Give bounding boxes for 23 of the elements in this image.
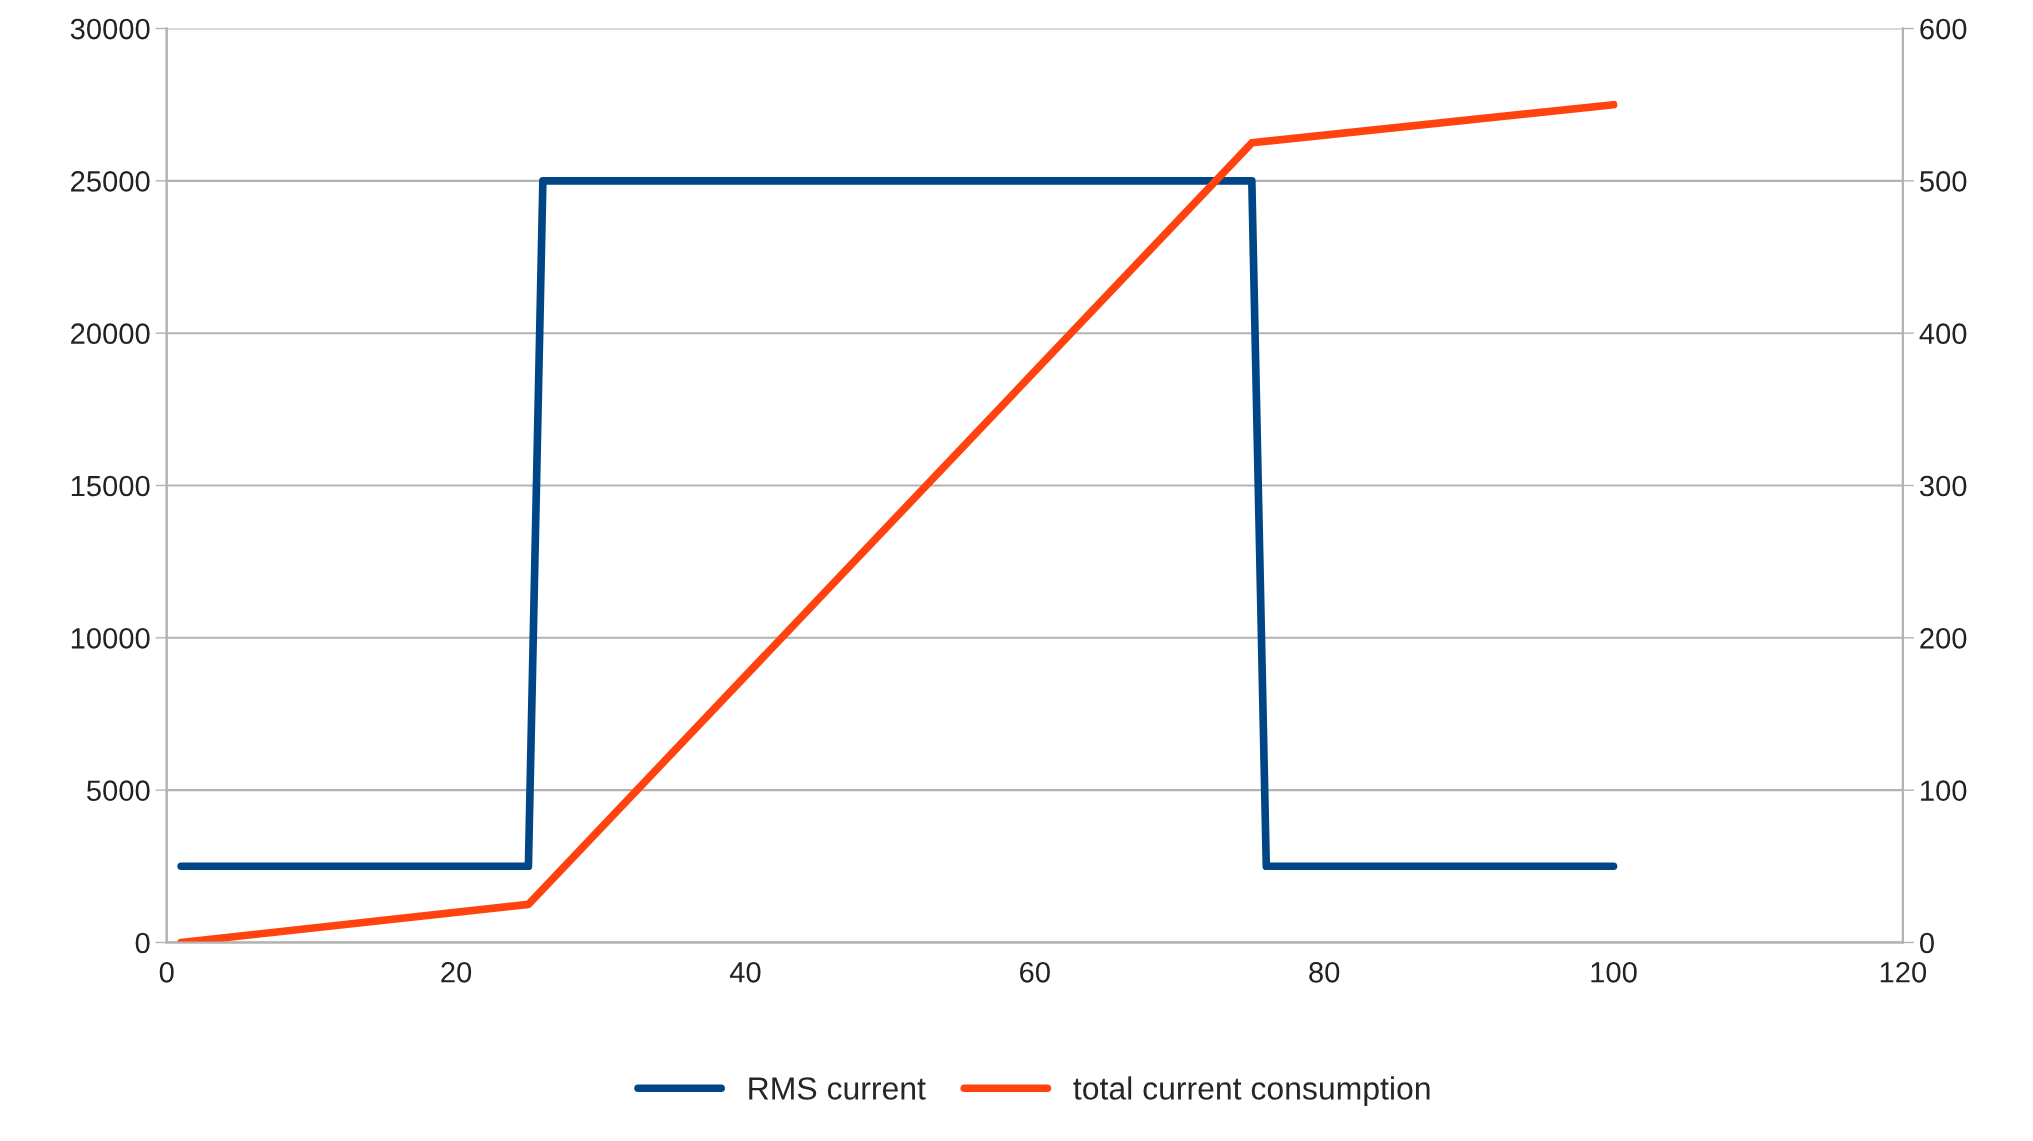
x-tick-label: 120 xyxy=(1880,961,1927,983)
x-tick-label: 60 xyxy=(1020,961,1050,983)
y2-tick-label: 200 xyxy=(1920,628,1967,649)
y2-tick-label: 0 xyxy=(1920,932,1934,954)
x-tick-label: 40 xyxy=(729,961,761,983)
y-tick-label: 20000 xyxy=(71,323,150,345)
y-tick-label: 0 xyxy=(135,932,150,954)
y-tick-label: 5000 xyxy=(87,780,150,801)
y2-tick-label: 400 xyxy=(1919,323,1967,345)
x-tick-label: 20 xyxy=(441,961,472,983)
x-tick-label: 100 xyxy=(1591,961,1637,983)
y-tick-label: 15000 xyxy=(71,475,150,497)
legend-label: RMS current xyxy=(749,1077,926,1100)
y2-tick-label: 300 xyxy=(1919,475,1967,497)
y-tick-label: 25000 xyxy=(71,171,150,192)
y-tick-label: 30000 xyxy=(70,18,150,40)
y2-tick-label: 100 xyxy=(1921,780,1967,801)
y2-tick-label: 500 xyxy=(1920,171,1967,192)
legend-label: total current consumption xyxy=(1073,1076,1430,1107)
x-tick-label: 80 xyxy=(1309,961,1340,983)
x-tick-label: 0 xyxy=(159,961,174,983)
y-tick-label: 10000 xyxy=(71,628,150,649)
y2-tick-label: 600 xyxy=(1920,18,1967,40)
